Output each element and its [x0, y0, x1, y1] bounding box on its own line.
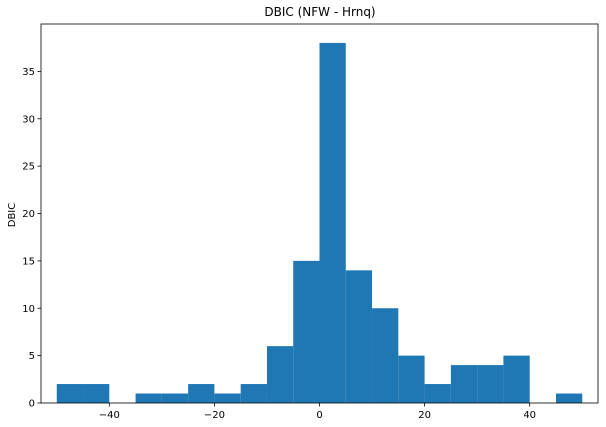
bars-group — [56, 42, 583, 403]
histogram-bar — [161, 393, 189, 403]
histogram-bar — [266, 346, 294, 403]
histogram-bar — [319, 42, 346, 403]
histogram-bar — [83, 384, 110, 403]
chart-title: DBIC (NFW - Hrnq) — [264, 5, 375, 19]
y-tick-label: 10 — [22, 304, 35, 315]
histogram-bar — [477, 365, 504, 403]
histogram-bar — [450, 365, 478, 403]
histogram-bar — [372, 308, 399, 403]
axes-group: −40 −20 0 20 40 0 5 10 15 20 25 30 35 — [22, 23, 599, 421]
y-tick-label: 30 — [22, 114, 35, 125]
y-tick-label: 15 — [22, 256, 35, 267]
y-tick-label: 0 — [29, 399, 35, 410]
histogram-bar — [555, 393, 583, 403]
y-axis-label: DBIC — [7, 203, 18, 228]
histogram-bar — [503, 355, 530, 403]
histogram-bar — [56, 384, 84, 403]
histogram-bar — [345, 270, 373, 403]
x-tick-label: −20 — [204, 410, 225, 421]
histogram-bar — [188, 384, 215, 403]
histogram-bar — [398, 355, 425, 403]
y-tick-label: 25 — [22, 162, 35, 173]
y-tick-label: 35 — [22, 67, 35, 78]
x-tick-label: 0 — [316, 410, 322, 421]
histogram-bar — [293, 260, 320, 403]
histogram-bar — [240, 384, 267, 403]
histogram-bar — [214, 393, 241, 403]
x-tick-label: 20 — [418, 410, 431, 421]
y-tick-label: 20 — [22, 209, 35, 220]
histogram-bar — [424, 384, 451, 403]
x-tick-label: −40 — [99, 410, 120, 421]
histogram-bar — [135, 393, 162, 403]
x-tick-label: 40 — [523, 410, 536, 421]
y-tick-label: 5 — [29, 351, 35, 362]
